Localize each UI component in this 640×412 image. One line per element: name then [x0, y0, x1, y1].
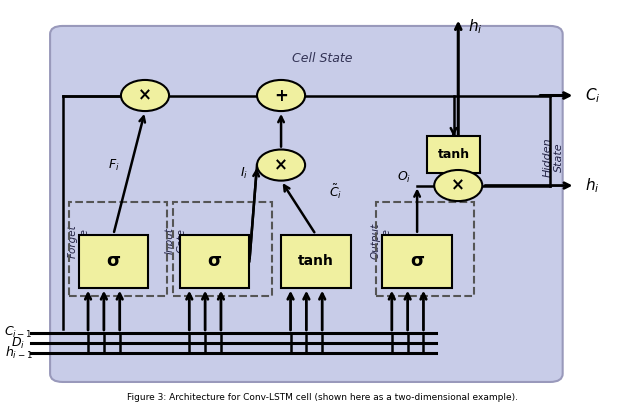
Text: tanh: tanh [438, 148, 470, 162]
FancyBboxPatch shape [382, 235, 452, 288]
Text: $h_i$: $h_i$ [468, 18, 483, 36]
Text: σ: σ [410, 252, 424, 270]
FancyBboxPatch shape [180, 235, 250, 288]
FancyBboxPatch shape [427, 136, 481, 173]
Text: $O_i$: $O_i$ [397, 170, 411, 185]
Text: $C_i$: $C_i$ [585, 86, 600, 105]
Text: $h_{i-1}$: $h_{i-1}$ [4, 345, 33, 361]
Text: ×: × [451, 176, 465, 194]
Text: $D_i$: $D_i$ [12, 335, 26, 351]
Text: σ: σ [106, 252, 120, 270]
Text: Figure 3: Architecture for Conv-LSTM cell (shown here as a two-dimensional examp: Figure 3: Architecture for Conv-LSTM cel… [127, 393, 518, 403]
Text: σ: σ [207, 252, 221, 270]
Text: Forget
Gate: Forget Gate [68, 224, 90, 258]
Text: Hidden
State: Hidden State [542, 137, 564, 177]
Text: Cell State: Cell State [292, 52, 353, 65]
Text: $\tilde{C}_i$: $\tilde{C}_i$ [328, 183, 342, 201]
Circle shape [434, 170, 483, 201]
Text: Input
Gate: Input Gate [164, 227, 186, 254]
FancyBboxPatch shape [50, 26, 563, 382]
Text: $h_i$: $h_i$ [585, 176, 600, 195]
Circle shape [257, 150, 305, 180]
Circle shape [121, 80, 169, 111]
Text: Output
Gate: Output Gate [371, 222, 392, 259]
FancyBboxPatch shape [281, 235, 351, 288]
Text: $F_i$: $F_i$ [108, 157, 120, 173]
Text: $C_{i-1}$: $C_{i-1}$ [4, 325, 33, 340]
Text: ×: × [138, 87, 152, 105]
Circle shape [257, 80, 305, 111]
Text: ×: × [274, 156, 288, 174]
Text: +: + [274, 87, 288, 105]
Text: tanh: tanh [298, 254, 334, 268]
Text: $I_i$: $I_i$ [240, 166, 248, 181]
FancyBboxPatch shape [79, 235, 148, 288]
